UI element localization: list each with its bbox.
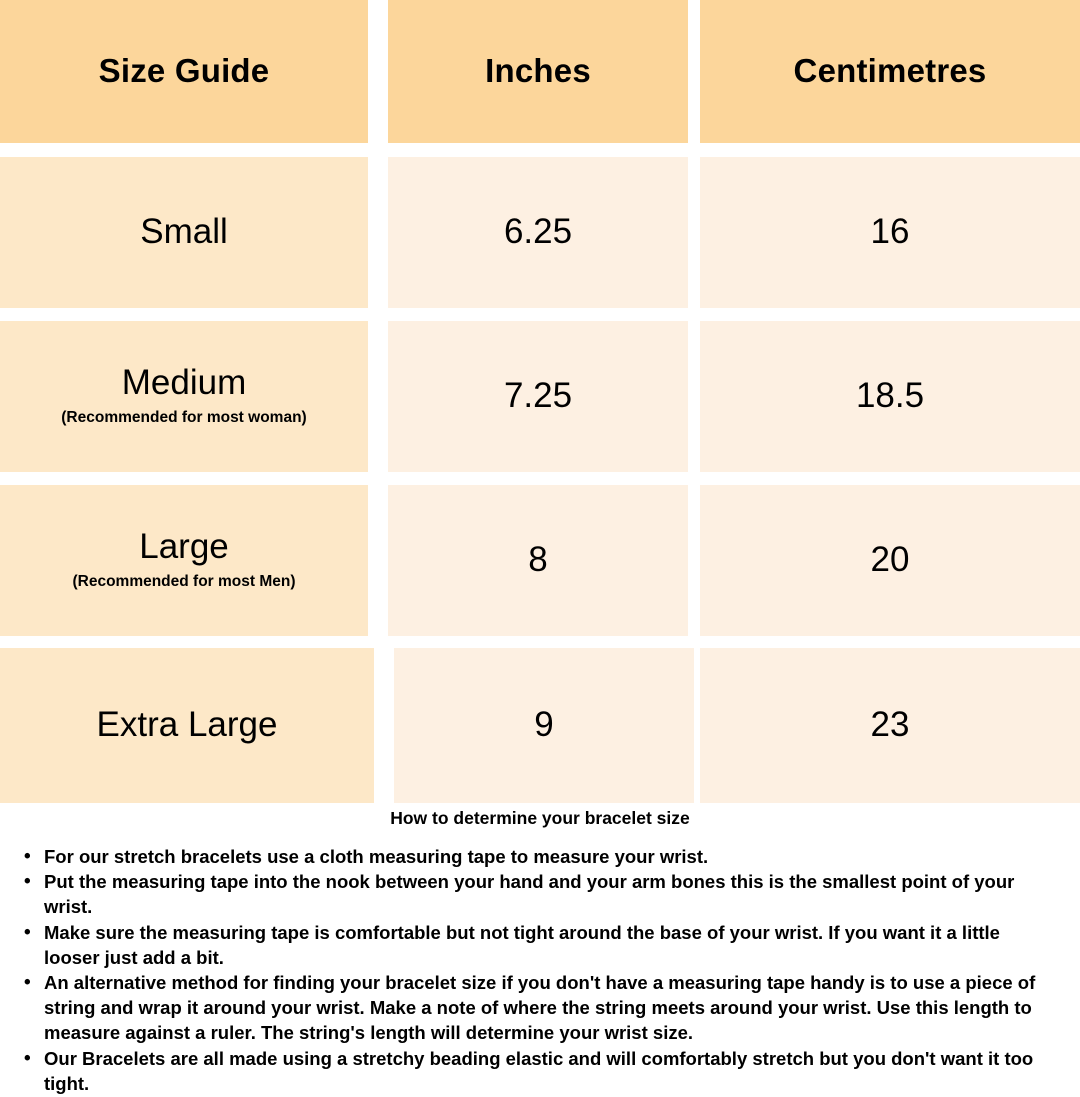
size-label: Small xyxy=(140,212,228,252)
centimetres-value: 20 xyxy=(870,540,910,580)
size-label: Medium xyxy=(121,363,247,403)
column-header-label: Centimetres xyxy=(793,52,987,90)
size-label: Extra Large xyxy=(96,705,278,745)
list-item: • For our stretch bracelets use a cloth … xyxy=(24,845,1060,870)
bullet-icon: • xyxy=(24,972,31,994)
inches-value: 9 xyxy=(534,705,554,745)
table-row: Small xyxy=(0,157,368,308)
table-header-cell-inches: Inches xyxy=(388,0,688,143)
bullet-icon: • xyxy=(24,846,31,867)
how-to-caption: How to determine your bracelet size xyxy=(390,808,690,828)
table-row: Extra Large xyxy=(0,648,374,803)
size-guide-table: Size Guide Inches Centimetres Small 6.25… xyxy=(0,0,1080,803)
size-recommendation-note: (Recommended for most woman) xyxy=(61,409,307,427)
table-cell-inches: 9 xyxy=(394,648,694,803)
inches-value: 6.25 xyxy=(503,212,573,252)
inches-value: 7.25 xyxy=(503,376,573,416)
list-item: • An alternative method for finding your… xyxy=(24,971,1060,1046)
instructions-section: • For our stretch bracelets use a cloth … xyxy=(0,845,1080,1097)
table-cell-inches: 7.25 xyxy=(388,321,688,472)
table-cell-centimetres: 18.5 xyxy=(700,321,1080,472)
size-label: Large xyxy=(139,527,229,567)
column-header-label: Inches xyxy=(485,52,591,90)
size-recommendation-note: (Recommended for most Men) xyxy=(72,573,296,591)
inches-value: 8 xyxy=(528,540,548,580)
list-item-text: For our stretch bracelets use a cloth me… xyxy=(44,846,709,867)
table-header-cell-centimetres: Centimetres xyxy=(700,0,1080,143)
list-item-text: Put the measuring tape into the nook bet… xyxy=(44,871,1015,918)
column-header-label: Size Guide xyxy=(98,52,270,90)
table-cell-centimetres: 20 xyxy=(700,485,1080,636)
centimetres-value: 16 xyxy=(870,212,910,252)
list-item: • Put the measuring tape into the nook b… xyxy=(24,870,1060,920)
bullet-icon: • xyxy=(24,1047,31,1069)
instructions-list: • For our stretch bracelets use a cloth … xyxy=(0,845,1060,1097)
centimetres-value: 23 xyxy=(870,705,910,745)
table-cell-inches: 6.25 xyxy=(388,157,688,308)
list-item-text: Our Bracelets are all made using a stret… xyxy=(44,1047,1034,1094)
list-item-text: An alternative method for finding your b… xyxy=(44,972,1036,1044)
table-header-cell-size-guide: Size Guide xyxy=(0,0,368,143)
centimetres-value: 18.5 xyxy=(855,376,925,416)
bullet-icon: • xyxy=(24,921,31,943)
list-item: • Make sure the measuring tape is comfor… xyxy=(24,921,1060,971)
list-item-text: Make sure the measuring tape is comforta… xyxy=(44,921,1000,968)
table-cell-centimetres: 23 xyxy=(700,648,1080,803)
table-cell-centimetres: 16 xyxy=(700,157,1080,308)
list-item: • Our Bracelets are all made using a str… xyxy=(24,1047,1060,1097)
bullet-icon: • xyxy=(24,871,31,893)
table-row: Medium (Recommended for most woman) xyxy=(0,321,368,472)
table-row: Large (Recommended for most Men) xyxy=(0,485,368,636)
table-cell-inches: 8 xyxy=(388,485,688,636)
